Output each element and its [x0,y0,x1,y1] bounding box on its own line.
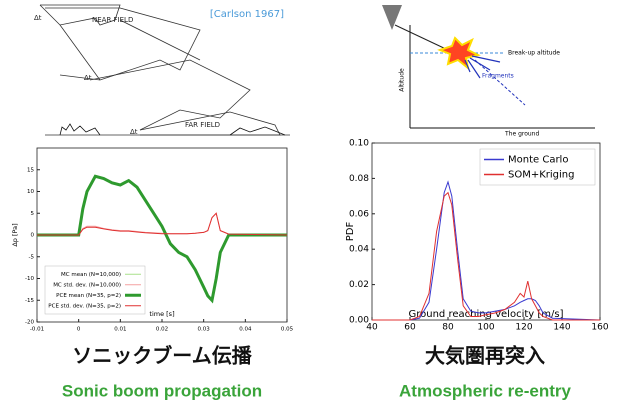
caption-en: Atmospheric re-entry [399,381,571,400]
caption-jp: 大気圏再突入 [425,343,545,367]
x-tick-label: 0.04 [239,327,252,333]
x-tick-label: 0.05 [281,327,294,333]
y-tick-label: 0.04 [349,245,369,255]
reentry-diagram [382,5,595,129]
x-tick-label: 80 [442,323,454,333]
y-axis-label: Δp [Pa] [11,223,19,246]
delta-label: Δt [84,74,92,82]
y-tick-label: 0.02 [349,280,369,290]
x-tick-label: 0 [77,327,81,333]
legend-box [479,148,596,186]
x-tick-label: 0.02 [156,327,168,333]
y-axis-label: PDF [345,222,356,242]
y-tick-label: 5 [31,211,35,217]
delta-label: Δt [130,128,138,136]
far-field-label: FAR FIELD [185,121,220,129]
legend-label: Monte Carlo [508,155,568,166]
legend-label: MC mean (N=10,000) [61,272,121,278]
series-line [372,191,600,321]
delta-label: Δt [34,14,42,22]
y-tick-label: 0 [31,233,35,239]
x-tick-label: 140 [553,323,570,333]
y-tick-label: -20 [25,320,34,326]
legend-label: PCE mean (N=35, p=2) [56,293,121,299]
y-tick-label: 0.08 [349,174,369,184]
y-tick-label: 0.10 [349,139,369,149]
x-tick-label: 0.03 [198,327,211,333]
x-axis-label: time [s] [149,310,174,318]
x-tick-label: 100 [477,323,494,333]
breakup-label: Break-up altitude [508,50,560,57]
legend-label: PCE std. dev. (N=35, p=2) [48,303,121,309]
legend-label: SOM+Kriging [508,170,574,181]
x-tick-label: 120 [515,323,532,333]
altitude-label: Altitude [399,68,406,92]
fragments-label: Fragments [482,73,514,80]
y-tick-label: 0.06 [349,209,369,219]
x-tick-label: 160 [591,323,608,333]
x-tick-label: 60 [404,323,416,333]
legend-label: MC std. dev. (N=10,000) [53,282,121,288]
y-tick-label: -10 [25,276,34,282]
caption-en: Sonic boom propagation [62,381,262,400]
series-line [37,174,287,304]
citation: [Carlson 1967] [210,9,284,20]
near-field-label: NEAR FIELD [92,16,133,24]
carlson-sketch [39,4,290,136]
y-tick-label: -5 [29,254,35,260]
series-line [37,212,288,236]
x-tick-label: 40 [366,323,378,333]
y-tick-label: -15 [25,298,34,304]
series-line [372,180,601,321]
y-tick-label: 15 [27,167,34,173]
y-tick-label: 10 [27,189,34,195]
x-tick-label: 0.01 [114,327,126,333]
y-tick-label: 0.00 [349,316,369,326]
caption-jp: ソニックブーム伝播 [72,343,252,367]
x-tick-label: -0.01 [30,327,44,333]
ground-label: The ground [504,131,539,138]
